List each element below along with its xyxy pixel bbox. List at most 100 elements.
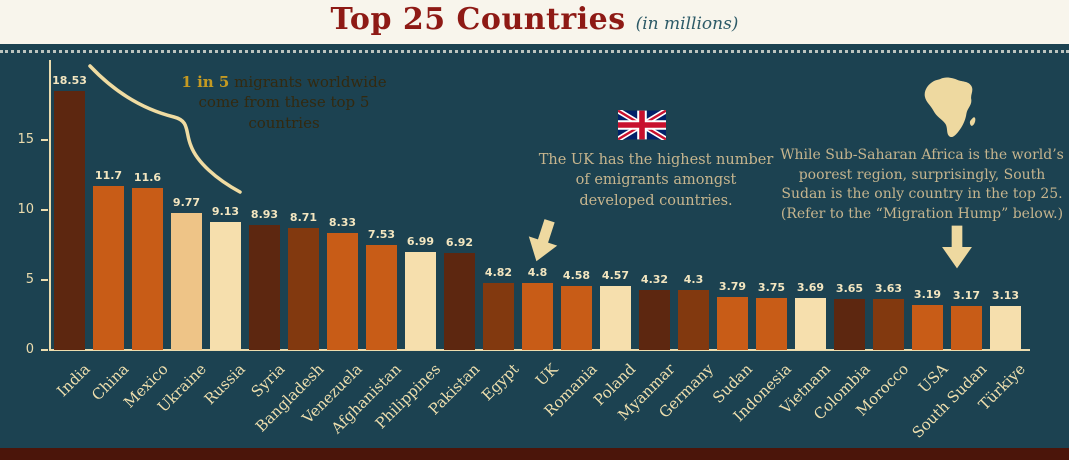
y-axis-line [49, 60, 51, 351]
bar-group-poland: 4.57 Poland [590, 60, 639, 409]
bar-group-mexico: 11.6 Mexico [120, 60, 172, 412]
bar-value-label: 3.69 [796, 281, 825, 295]
bar-value-label: 18.53 [52, 73, 87, 87]
bar-category-label: India [52, 360, 94, 401]
bar-group-germany: 4.3 Germany [655, 60, 717, 422]
bar [405, 252, 436, 350]
bar [366, 244, 397, 350]
bar-group-indonesia: 3.75 Indonesia [730, 60, 795, 426]
bar [249, 224, 280, 350]
down-arrow-uk-icon [528, 219, 558, 262]
brace-curve [88, 64, 242, 194]
page-title: Top 25 Countries [330, 2, 626, 37]
footer-strip [0, 448, 1069, 460]
bar-chart: 18.53 India 11.7 China 11.6 Mexico 9.77 Ukraine… [50, 60, 1029, 442]
bar-group-china: 11.7 China [88, 60, 132, 404]
bar-group-philippines: 6.99 Philippines [372, 60, 444, 432]
y-axis-tick-label: 5 [25, 272, 34, 287]
bar-value-label: 11.7 [94, 169, 123, 183]
y-axis-tick-label: 0 [25, 342, 34, 357]
bar [912, 305, 943, 350]
bar-group-usa: 3.19 USA [908, 60, 951, 397]
y-axis-tick [41, 279, 48, 281]
bar-group-colombia: 3.65 Colombia [810, 60, 874, 424]
bar-value-label: 4.58 [562, 268, 591, 282]
bar [834, 298, 865, 350]
bar [54, 90, 85, 350]
bar-group-morocco: 3.63 Morocco [853, 60, 913, 420]
bar-value-label: 3.75 [757, 280, 786, 294]
bar-group-afghanistan: 7.53 Afghanistan [328, 60, 405, 438]
y-axis-tick [41, 349, 48, 351]
bar-value-label: 4.8 [527, 265, 548, 279]
bar-category-label: UK [531, 360, 562, 390]
bar-value-label: 3.79 [718, 279, 747, 293]
bar-group-egypt: 4.82 Egypt [478, 60, 522, 405]
bar-value-label: 4.32 [640, 272, 669, 286]
bar [327, 233, 358, 350]
bar-value-label: 8.93 [250, 207, 279, 221]
bar [522, 282, 553, 350]
bar-value-label: 8.33 [328, 216, 357, 230]
page-subtitle: (in millions) [635, 14, 739, 34]
bar-group-uk: 4.8 UK [518, 60, 561, 390]
bar [444, 253, 475, 350]
bar-group-bangladesh: 8.71 Bangladesh [252, 60, 328, 435]
y-axis-tick-label: 10 [17, 202, 34, 217]
africa-map-icon [924, 77, 976, 138]
bar-value-label: 3.63 [874, 282, 903, 296]
bar-group-ukraine: 9.77 Ukraine [154, 60, 210, 416]
bar-value-label: 3.19 [913, 288, 942, 302]
bar [288, 228, 319, 350]
uk-flag-icon [618, 110, 666, 140]
bar [717, 296, 748, 350]
bar-value-label: 4.3 [683, 272, 704, 286]
bar-value-label: 9.77 [172, 196, 201, 210]
bar-value-label: 3.13 [991, 289, 1020, 303]
bar-group-south-sudan: 3.17 South Sudan [909, 60, 991, 442]
bar [132, 187, 163, 350]
bar-group-russia: 9.13 Russia [201, 60, 249, 408]
bar [600, 286, 631, 350]
bar-value-label: 4.57 [601, 269, 630, 283]
y-axis-tick [41, 139, 48, 141]
bar [483, 282, 514, 350]
bar-value-label: 8.71 [289, 211, 318, 225]
bar [990, 306, 1021, 350]
bar [678, 289, 709, 350]
bar-value-label: 6.99 [406, 235, 435, 249]
x-axis-baseline [49, 349, 1030, 351]
y-axis-tick [41, 209, 48, 211]
bar-value-label: 3.65 [835, 281, 864, 295]
y-axis: 0 5 10 15 [0, 60, 50, 357]
note-top5-text: migrants worldwide come from these top 5… [198, 73, 387, 132]
bar-group-sudan: 3.79 Sudan [709, 60, 756, 407]
bar-group-venezuela: 8.33 Venezuela [299, 60, 366, 427]
bar-group-myanmar: 4.32 Myanmar [614, 60, 678, 425]
bar-group-romania: 4.58 Romania [540, 60, 600, 420]
bar [639, 289, 670, 350]
bar [93, 186, 124, 350]
bar [756, 297, 787, 350]
bar-group-vietnam: 3.69 Vietnam [777, 60, 834, 417]
bar [795, 298, 826, 350]
bar-value-label: 6.92 [445, 236, 474, 250]
title-band: Top 25 Countries (in millions) [0, 0, 1069, 44]
note-top5-countries: 1 in 5 migrants worldwide come from thes… [178, 72, 390, 133]
bar-group-syria: 8.93 Syria [245, 60, 288, 401]
bar [951, 305, 982, 350]
bar [873, 299, 904, 350]
bar-value-label: 3.17 [952, 288, 981, 302]
down-arrow-south-sudan-icon [942, 225, 972, 269]
bar-value-label: 4.82 [484, 265, 513, 279]
bar-group-pakistan: 6.92 Pakistan [425, 60, 483, 418]
note-uk: The UK has the highest number of emigran… [538, 152, 774, 209]
bar-category-label: Egypt [477, 360, 523, 405]
bar-category-label: Russia [201, 360, 250, 409]
dotted-separator [0, 50, 1069, 53]
bar-value-label: 11.6 [133, 170, 162, 184]
bar [561, 285, 592, 350]
bar-value-label: 9.13 [211, 205, 240, 219]
y-axis-tick-label: 15 [17, 132, 34, 147]
